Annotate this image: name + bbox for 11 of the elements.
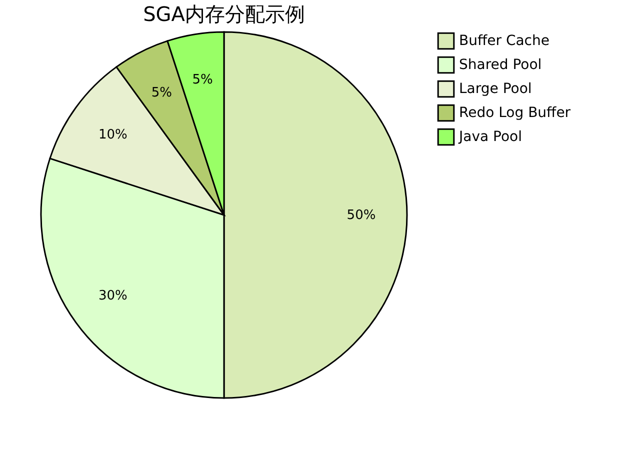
legend-label: Shared Pool [459,57,542,73]
chart-title: SGA内存分配示例 [143,2,305,26]
legend-label: Large Pool [459,81,532,97]
data-label: 5% [192,72,213,88]
data-label: 50% [346,208,376,223]
legend-label: Redo Log Buffer [459,105,571,121]
data-label: 5% [151,86,172,101]
legend-label: Buffer Cache [459,33,550,49]
legend-label: Java Pool [458,129,522,145]
data-label: 30% [98,288,128,304]
data-label: 10% [98,127,128,142]
